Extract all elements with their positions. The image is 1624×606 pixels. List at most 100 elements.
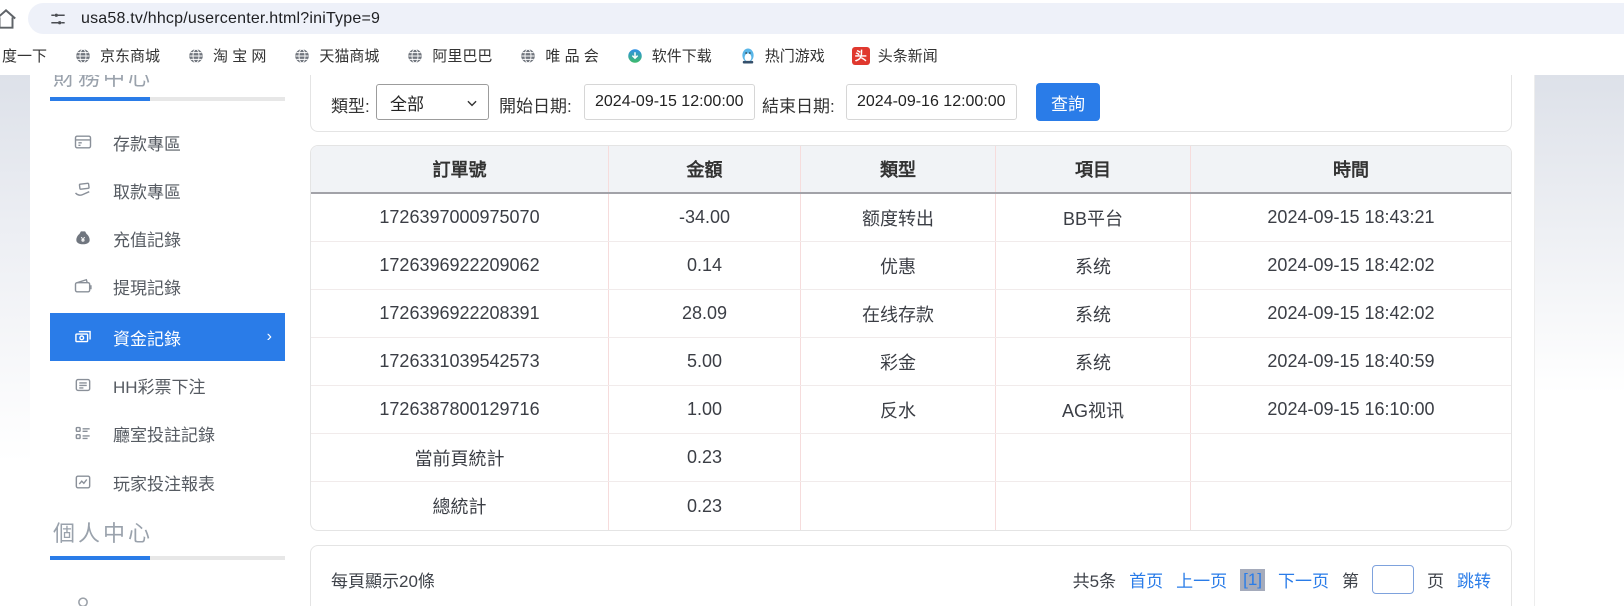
type-select-value: 全部 bbox=[390, 94, 424, 114]
toutiao-icon: 头 bbox=[851, 46, 870, 65]
sidebar-item-hall-bet-records[interactable]: 廳室投註記錄 bbox=[50, 409, 285, 457]
sidebar-item-deposit-zone[interactable]: 存款專區 bbox=[50, 118, 285, 166]
section-underline bbox=[50, 556, 285, 560]
cell-amount: 28.09 bbox=[609, 290, 801, 337]
first-page-link[interactable]: 首页 bbox=[1129, 572, 1164, 591]
cell-time bbox=[1191, 482, 1511, 530]
bookmark-label: 度一下 bbox=[2, 48, 48, 65]
jump-suffix-text: 页 bbox=[1427, 572, 1444, 591]
cell-amount: -34.00 bbox=[609, 194, 801, 241]
search-button[interactable]: 查詢 bbox=[1036, 83, 1100, 121]
bookmark-jd[interactable]: 京东商城 bbox=[74, 45, 160, 66]
cell-time: 2024-09-15 18:42:02 bbox=[1267, 303, 1435, 323]
address-bar[interactable]: usa58.tv/hhcp/usercenter.html?iniType=9 bbox=[28, 3, 1624, 34]
bookmark-tmall[interactable]: 天猫商城 bbox=[293, 45, 379, 66]
bookmark-toutiao-news[interactable]: 头 头条新闻 bbox=[851, 45, 938, 66]
bookmark-hot-games[interactable]: 热门游戏 bbox=[739, 45, 825, 66]
bookmark-software-download[interactable]: 软件下载 bbox=[626, 45, 712, 66]
globe-icon bbox=[293, 47, 311, 65]
page-jump-input[interactable] bbox=[1372, 565, 1414, 594]
home-icon[interactable] bbox=[0, 6, 19, 32]
jump-link[interactable]: 跳转 bbox=[1457, 572, 1491, 591]
globe-icon bbox=[519, 47, 537, 65]
wallet-icon bbox=[73, 276, 93, 296]
prev-page-link[interactable]: 上一页 bbox=[1176, 572, 1228, 591]
chevron-right-icon: › bbox=[266, 328, 272, 345]
table-row: 1726387800129716 1.00 反水 AG视讯 2024-09-15… bbox=[311, 386, 1511, 434]
cell-order-no: 1726396922208391 bbox=[311, 290, 609, 337]
sidebar-item-withdrawal-records[interactable]: 提現記錄 bbox=[50, 262, 285, 310]
cell-order-no: 1726397000975070 bbox=[311, 194, 609, 241]
bookmark-taobao[interactable]: 淘 宝 网 bbox=[187, 45, 266, 66]
sidebar-item-label: HH彩票下注 bbox=[113, 377, 206, 397]
cell-type: 优惠 bbox=[801, 242, 996, 289]
table-row-grand-total: 總統計 0.23 bbox=[311, 482, 1511, 530]
cell-type: 在线存款 bbox=[801, 290, 996, 337]
globe-icon bbox=[74, 47, 92, 65]
table-row: 1726396922209062 0.14 优惠 系统 2024-09-15 1… bbox=[311, 242, 1511, 290]
sidebar-item-player-bet-report[interactable]: 玩家投注報表 bbox=[50, 458, 285, 506]
cell-time: 2024-09-15 18:40:59 bbox=[1267, 351, 1435, 371]
bookmark-label: 阿里巴巴 bbox=[432, 48, 493, 65]
hand-money-icon bbox=[73, 180, 93, 200]
sidebar-item-hh-lottery-bets[interactable]: HH彩票下注 bbox=[50, 361, 285, 409]
sidebar-item-label: 充值記錄 bbox=[113, 230, 181, 250]
bookmark-vip[interactable]: 唯 品 会 bbox=[519, 45, 599, 66]
pagination-panel: 每頁顯示20條 共5条 首页 上一页 [1] 下一页 第 页 跳转 bbox=[310, 545, 1512, 606]
sidebar-item-recharge-records[interactable]: ¥ 充值記錄 bbox=[50, 214, 285, 262]
current-page-indicator[interactable]: [1] bbox=[1240, 568, 1265, 591]
column-header-time: 時間 bbox=[1333, 160, 1369, 180]
cell-item: AG视讯 bbox=[996, 386, 1191, 433]
bookmark-alibaba[interactable]: 阿里巴巴 bbox=[406, 45, 492, 66]
bookmarks-bar: 度一下 京东商城 淘 宝 网 天猫商城 阿里巴巴 唯 品 会 软件下载 热门游 bbox=[0, 36, 1624, 75]
sidebar-item-funds-records[interactable]: 資金記錄 › bbox=[50, 313, 285, 361]
table-row: 1726331039542573 5.00 彩金 系统 2024-09-15 1… bbox=[311, 338, 1511, 386]
sidebar-item-label: 取款專區 bbox=[113, 182, 181, 202]
cell-amount: 0.23 bbox=[609, 434, 801, 481]
cell-time bbox=[1191, 434, 1511, 481]
records-table: 訂單號 金額 類型 項目 時間 1726397000975070 -34.00 … bbox=[310, 145, 1512, 531]
cell-time: 2024-09-15 18:42:02 bbox=[1267, 255, 1435, 275]
report-chart-icon bbox=[73, 472, 93, 492]
cell-amount: 1.00 bbox=[609, 386, 801, 433]
bookmark-baidu[interactable]: 度一下 bbox=[2, 45, 47, 66]
table-row: 1726397000975070 -34.00 额度转出 BB平台 2024-0… bbox=[311, 194, 1511, 242]
cell-type bbox=[801, 482, 996, 530]
end-date-input[interactable] bbox=[846, 84, 1017, 120]
table-row: 1726396922208391 28.09 在线存款 系统 2024-09-1… bbox=[311, 290, 1511, 338]
sidebar-item-label: 提現記錄 bbox=[113, 278, 181, 298]
start-date-input[interactable] bbox=[584, 84, 755, 120]
cell-type: 彩金 bbox=[801, 338, 996, 385]
deposit-machine-icon bbox=[73, 132, 93, 152]
cell-item: 系统 bbox=[996, 242, 1191, 289]
cell-item: 系统 bbox=[996, 290, 1191, 337]
penguin-icon bbox=[739, 47, 757, 65]
sidebar-item-label: 存款專區 bbox=[113, 134, 181, 154]
next-page-link[interactable]: 下一页 bbox=[1278, 572, 1329, 591]
globe-icon bbox=[406, 47, 424, 65]
type-select[interactable]: 全部 bbox=[376, 84, 489, 120]
column-header-type: 類型 bbox=[801, 146, 996, 192]
page-left-margin bbox=[0, 75, 30, 505]
browser-toolbar: usa58.tv/hhcp/usercenter.html?iniType=9 bbox=[0, 0, 1624, 36]
sidebar-item-label: 玩家投注報表 bbox=[113, 474, 215, 494]
column-header-amount: 金額 bbox=[609, 146, 801, 192]
table-header-row: 訂單號 金額 類型 項目 時間 bbox=[311, 146, 1511, 194]
cell-order-no: 1726387800129716 bbox=[311, 386, 609, 433]
download-icon bbox=[626, 47, 644, 65]
site-settings-icon[interactable] bbox=[48, 9, 68, 29]
cell-label: 當前頁統計 bbox=[311, 434, 609, 481]
bookmark-label: 京东商城 bbox=[100, 48, 161, 65]
globe-icon bbox=[187, 47, 205, 65]
sidebar-item-withdraw-zone[interactable]: 取款專區 bbox=[50, 166, 285, 214]
cell-label: 總統計 bbox=[311, 482, 609, 530]
grid-list-icon bbox=[73, 423, 93, 443]
bookmark-label: 软件下载 bbox=[651, 48, 712, 65]
cell-order-no: 1726396922209062 bbox=[311, 242, 609, 289]
cell-amount: 0.14 bbox=[609, 242, 801, 289]
cell-type: 反水 bbox=[801, 386, 996, 433]
jump-prefix-text: 第 bbox=[1342, 572, 1359, 591]
page-right-margin bbox=[1534, 75, 1624, 606]
total-count-text: 共5条 bbox=[1072, 572, 1117, 591]
